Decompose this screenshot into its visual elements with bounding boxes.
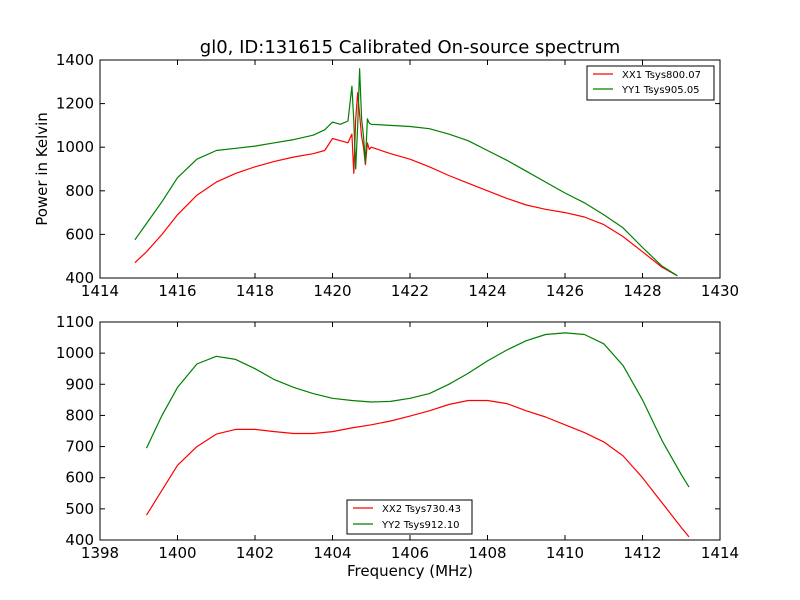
y-tick-label: 1000 [56, 138, 94, 156]
x-tick-label: 1414 [701, 544, 739, 562]
axis-ticks: 1414 1416 1418 1420 1422 1424 1426 1428 1430 400 6… [56, 51, 739, 300]
y-tick-label: 600 [65, 225, 94, 243]
x-tick-label: 1424 [468, 282, 506, 300]
y-tick-label: 1100 [56, 313, 94, 331]
x-tick-label: 1426 [546, 282, 584, 300]
bottom-spectrum-chart: Frequency (MHz) 1398 1400 1402 1404 1406 1408… [56, 313, 739, 580]
x-tick-label: 1416 [158, 282, 196, 300]
series-line-yy1 [134, 68, 678, 277]
series-line-yy2 [145, 332, 690, 488]
chart-title: gl0, ID:131615 Calibrated On-source spec… [200, 37, 620, 58]
x-tick-label: 1412 [623, 544, 661, 562]
legend-label-yy2: YY2 Tsys912.10 [381, 520, 460, 531]
x-tick-label: 1406 [391, 544, 429, 562]
y-tick-label: 400 [65, 531, 94, 549]
y-tick-label: 600 [65, 469, 94, 487]
x-axis-label: Frequency (MHz) [347, 562, 473, 580]
x-tick-label: 1414 [81, 282, 119, 300]
y-tick-label: 800 [65, 406, 94, 424]
legend-label-xx1: XX1 Tsys800.07 [622, 70, 701, 81]
y-tick-label: 700 [65, 438, 94, 456]
y-tick-label: 1000 [56, 344, 94, 362]
x-tick-label: 1398 [81, 544, 119, 562]
x-tick-label: 1402 [236, 544, 274, 562]
legend: XX1 Tsys800.07 YY1 Tsys905.05 [586, 65, 715, 101]
y-tick-label: 1200 [56, 95, 94, 113]
x-tick-label: 1430 [701, 282, 739, 300]
x-tick-label: 1408 [468, 544, 506, 562]
y-tick-label: 1400 [56, 51, 94, 69]
y-tick-label: 900 [65, 375, 94, 393]
x-tick-label: 1400 [158, 544, 196, 562]
x-tick-label: 1422 [391, 282, 429, 300]
top-spectrum-chart: gl0, ID:131615 Calibrated On-source spec… [33, 37, 739, 300]
y-tick-label: 400 [65, 269, 94, 287]
y-tick-label: 500 [65, 500, 94, 518]
axis-ticks: 1398 1400 1402 1404 1406 1408 1410 1412 1414 400 5… [56, 313, 739, 562]
series-line-xx2 [145, 399, 690, 538]
x-tick-label: 1404 [313, 544, 351, 562]
x-tick-label: 1428 [623, 282, 661, 300]
y-axis-label: Power in Kelvin [33, 112, 51, 226]
y-tick-label: 800 [65, 182, 94, 200]
x-tick-label: 1420 [313, 282, 351, 300]
x-tick-label: 1418 [236, 282, 274, 300]
series-line-xx1 [134, 92, 678, 277]
series-lines [145, 332, 690, 538]
x-tick-label: 1410 [546, 544, 584, 562]
legend-box [346, 499, 473, 535]
legend-label-yy1: YY1 Tsys905.05 [621, 85, 700, 96]
series-lines [134, 68, 678, 277]
legend-label-xx2: XX2 Tsys730.43 [382, 504, 461, 515]
legend: XX2 Tsys730.43 YY2 Tsys912.10 [346, 499, 473, 535]
legend-box [586, 65, 715, 101]
